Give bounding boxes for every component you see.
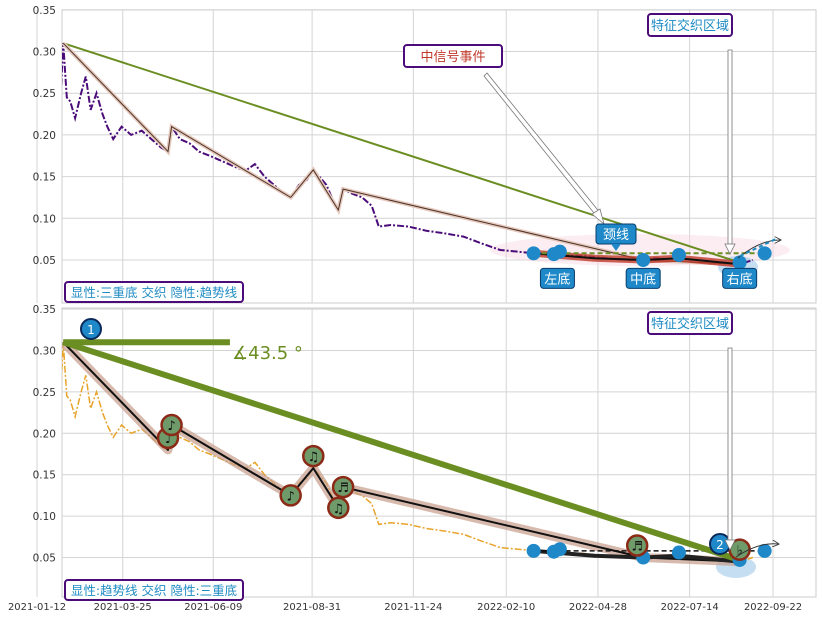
point-1-marker: 1 xyxy=(80,318,102,340)
y-tick-label: 0.05 xyxy=(33,553,56,565)
pattern-marker xyxy=(526,543,541,558)
y-tick-label: 0.15 xyxy=(33,172,56,184)
bottom-label-text: 右底 xyxy=(727,271,753,287)
x-tick-label: 2021-11-24 xyxy=(384,602,442,613)
bottom-forecast-arrow xyxy=(735,544,778,558)
feature-zone-annotation-bottom: 特征交织区域 xyxy=(647,311,736,551)
note-symbol: ♪ xyxy=(167,419,175,434)
x-tick-label: 2021-03-25 xyxy=(94,602,152,613)
feature-zone-label-bottom: 特征交织区域 xyxy=(651,316,729,332)
bottom-long-trendline xyxy=(62,339,741,563)
pattern-marker xyxy=(671,545,686,560)
note-symbol: ♬ xyxy=(337,481,349,496)
bottom-y-ticks: 0.05 0.10 0.15 0.20 0.25 0.30 0.35 xyxy=(33,304,56,564)
note-marker: ♫ xyxy=(302,444,325,468)
x-tick-label: 2022-07-14 xyxy=(661,602,719,613)
x-tick-label: 2022-09-22 xyxy=(744,602,802,613)
feature-zone-annotation-top: 特征交织区域 xyxy=(647,13,736,255)
y-tick-label: 0.35 xyxy=(33,304,56,316)
point-1-label: 1 xyxy=(87,323,95,337)
point-2-label: 2 xyxy=(716,538,724,552)
x-tick-label: 2021-01-12 xyxy=(8,602,66,613)
x-axis-ticks: 2021-01-12 2021-03-25 2021-06-09 2021-08-31… xyxy=(8,602,802,613)
bottom-label-text: 中底 xyxy=(630,271,656,287)
note-symbol: ♩ xyxy=(165,432,171,447)
y-tick-label: 0.05 xyxy=(33,255,56,267)
y-tick-label: 0.30 xyxy=(33,47,56,59)
bottom-legend: 显性:趋势线 交织 隐性:三重底 xyxy=(64,579,244,601)
note-marker: ♬ xyxy=(331,475,355,499)
pattern-marker xyxy=(526,246,541,261)
pattern-marker xyxy=(636,253,651,267)
pattern-marker xyxy=(732,255,747,270)
pattern-marker xyxy=(552,542,567,557)
bottom-grid xyxy=(36,308,816,597)
note-marker: ♪ xyxy=(160,413,183,437)
bottom-label-2: 右底 xyxy=(722,267,758,289)
triple-bottom-labels: 左底 中底 右底 xyxy=(539,267,758,289)
note-marker: ♪ xyxy=(279,484,302,507)
bottom-label-1: 中底 xyxy=(625,267,661,289)
bottom-panel xyxy=(61,307,817,598)
y-tick-label: 0.10 xyxy=(33,511,56,523)
pattern-marker xyxy=(671,247,686,262)
y-tick-label: 0.15 xyxy=(33,470,56,482)
note-symbol: ♪ xyxy=(287,489,295,504)
note-marker: ♫ xyxy=(327,496,350,520)
signal-event-label: 中信号事件 xyxy=(420,50,485,65)
x-tick-label: 2021-06-09 xyxy=(184,602,242,613)
bottom-markers xyxy=(526,542,772,567)
y-tick-label: 0.25 xyxy=(33,88,56,100)
angle-label: ∡43.5 ° xyxy=(232,343,303,364)
y-tick-label: 0.25 xyxy=(33,387,56,399)
bottom-legend-text: 显性:趋势线 交织 隐性:三重底 xyxy=(71,583,237,598)
y-tick-label: 0.20 xyxy=(33,130,56,142)
x-tick-label: 2022-02-10 xyxy=(477,602,535,613)
top-forecast-dash xyxy=(739,237,779,257)
top-swing-trendline xyxy=(62,42,740,265)
top-y-ticks: 0.05 0.10 0.15 0.20 0.25 0.30 0.35 xyxy=(33,5,56,267)
top-markers xyxy=(526,244,772,270)
y-tick-label: 0.35 xyxy=(33,5,56,17)
bottom-label-0: 左底 xyxy=(539,267,575,289)
bottom-label-text: 左底 xyxy=(544,271,570,287)
note-symbol: ♬ xyxy=(631,540,643,555)
top-legend-text: 显性:三重底 交织 隐性:趋势线 xyxy=(71,285,238,300)
note-symbol: ♫ xyxy=(332,502,344,517)
note-symbol: ♭ xyxy=(737,544,743,559)
x-tick-label: 2021-08-31 xyxy=(283,602,341,613)
top-legend: 显性:三重底 交织 隐性:趋势线 xyxy=(64,281,244,303)
note-marker: ♬ xyxy=(625,534,649,557)
note-markers: ♩♪♪♫♫♬♬ ♭ xyxy=(156,413,751,561)
y-tick-label: 0.20 xyxy=(33,428,56,440)
feature-zone-label-top: 特征交织区域 xyxy=(651,18,729,34)
neckline-label: 颈线 xyxy=(603,228,629,243)
y-tick-label: 0.30 xyxy=(33,346,56,358)
signal-event-annotation: 中信号事件 xyxy=(403,44,605,226)
pattern-marker xyxy=(757,246,772,261)
pattern-marker xyxy=(552,244,567,259)
note-symbol: ♫ xyxy=(307,450,319,465)
y-tick-label: 0.10 xyxy=(33,213,56,225)
pattern-marker xyxy=(757,543,772,558)
neckline-callout: 颈线 xyxy=(595,223,637,251)
x-tick-label: 2022-04-28 xyxy=(569,602,627,613)
